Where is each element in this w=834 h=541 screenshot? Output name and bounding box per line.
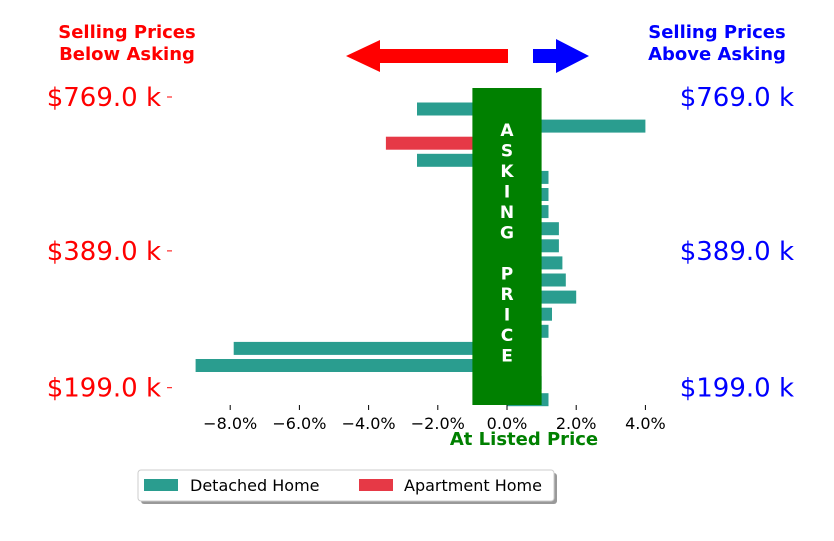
header-right-line1: Selling Prices <box>648 22 785 43</box>
legend-label-detached: Detached Home <box>190 476 320 495</box>
header-left-line2: Below Asking <box>59 44 195 65</box>
band-letter: N <box>500 203 514 223</box>
x-tick-label: −6.0% <box>272 414 326 433</box>
band-letter: C <box>501 326 513 346</box>
bar-row-15 <box>195 359 507 372</box>
x-tick-label: 2.0% <box>556 414 597 433</box>
x-tick-label: −4.0% <box>342 414 396 433</box>
legend: Detached Home Apartment Home <box>137 469 557 504</box>
header-right-line2: Above Asking <box>648 44 786 65</box>
band-letter: I <box>504 183 510 203</box>
band-letter: G <box>500 224 514 244</box>
band-letter: E <box>501 347 513 367</box>
x-tick-label: 0.0% <box>487 414 528 433</box>
arrow-right-icon <box>533 39 589 73</box>
legend-label-apartment: Apartment Home <box>404 476 542 495</box>
y-tick-label-right: $389.0 k <box>680 237 794 267</box>
legend-swatch-detached <box>144 479 178 491</box>
legend-swatch-apartment <box>359 479 393 491</box>
band-letter: A <box>500 121 514 141</box>
band-letter: K <box>500 162 514 182</box>
bar-row-14 <box>233 341 507 355</box>
band-letter: S <box>501 142 513 162</box>
asking-price-band <box>472 88 542 405</box>
x-axis: −8.0% −6.0% −4.0% −2.0% 0.0% 2.0% 4.0% <box>203 405 666 433</box>
x-tick-label: −8.0% <box>203 414 257 433</box>
band-letter: P <box>501 265 513 285</box>
y-tick-label-right: $199.0 k <box>680 374 794 404</box>
x-axis-label: At Listed Price <box>450 429 598 450</box>
bars-group <box>195 102 646 407</box>
y-tick-label-left: $199.0 k <box>47 374 161 404</box>
x-tick-label: −2.0% <box>411 414 465 433</box>
y-tick-label-left: $389.0 k <box>47 237 161 267</box>
arrow-left-icon <box>346 40 508 72</box>
y-tick-label-left: $769.0 k <box>47 83 161 113</box>
y-tick-label-right: $769.0 k <box>680 83 794 113</box>
y-tick-labels: $769.0 k $769.0 k $389.0 k $389.0 k $199.0 k… <box>47 83 794 404</box>
band-letter: I <box>504 306 510 326</box>
band-letter: R <box>500 285 513 305</box>
header-left-line1: Selling Prices <box>58 22 195 43</box>
x-tick-label: 4.0% <box>625 414 666 433</box>
